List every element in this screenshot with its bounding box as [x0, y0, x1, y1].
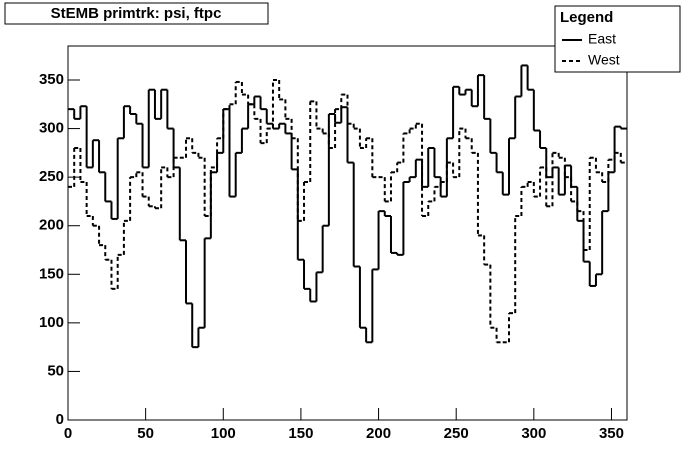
y-tick-label: 300 — [39, 120, 64, 137]
y-tick-label: 250 — [39, 168, 64, 185]
x-tick-label: 250 — [444, 425, 469, 442]
chart-title: StEMB primtrk: psi, ftpc — [51, 5, 222, 22]
title-box — [4, 2, 269, 25]
y-tick-label: 150 — [39, 265, 64, 282]
x-tick-label: 100 — [211, 425, 236, 442]
x-tick-label: 300 — [521, 425, 546, 442]
legend-label: East — [588, 31, 616, 47]
x-tick-label: 0 — [64, 425, 72, 442]
y-tick-label: 0 — [56, 411, 64, 428]
y-tick-label: 200 — [39, 217, 64, 234]
y-tick-label: 350 — [39, 71, 64, 88]
legend-title: Legend — [560, 9, 613, 26]
y-tick-label: 50 — [47, 362, 64, 379]
x-tick-label: 200 — [366, 425, 391, 442]
x-tick-label: 50 — [137, 425, 154, 442]
legend-label: West — [588, 52, 620, 68]
x-tick-label: 150 — [288, 425, 313, 442]
y-tick-label: 100 — [39, 314, 64, 331]
x-tick-label: 350 — [599, 425, 624, 442]
legend-box — [554, 5, 681, 73]
